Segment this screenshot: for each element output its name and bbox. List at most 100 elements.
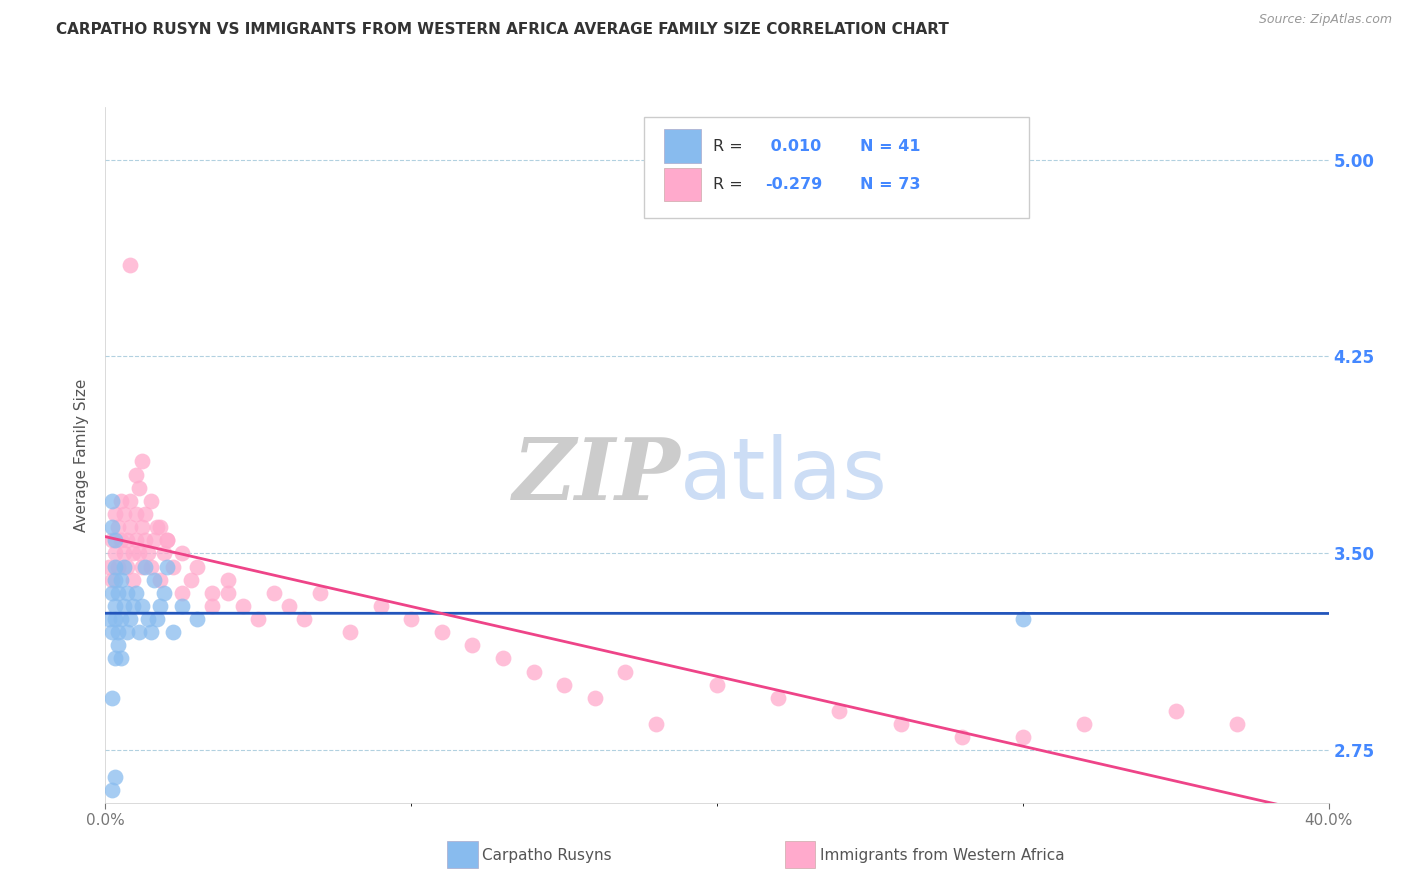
Text: R =: R =	[713, 177, 748, 192]
Point	[149, 599, 172, 613]
Point	[104, 533, 127, 548]
Point	[112, 546, 135, 560]
Point	[401, 612, 423, 626]
Point	[97, 559, 120, 574]
Point	[583, 690, 606, 705]
Point	[107, 559, 129, 574]
Point	[430, 625, 453, 640]
Point	[107, 638, 129, 652]
Point	[149, 520, 172, 534]
Point	[112, 599, 135, 613]
Point	[1164, 704, 1187, 718]
Text: N = 73: N = 73	[860, 177, 921, 192]
Point	[100, 586, 122, 600]
Point	[104, 599, 127, 613]
Y-axis label: Average Family Size: Average Family Size	[75, 378, 90, 532]
Point	[100, 573, 122, 587]
Point	[152, 546, 174, 560]
FancyBboxPatch shape	[665, 168, 702, 201]
Point	[110, 533, 132, 548]
Point	[107, 625, 129, 640]
Text: Source: ZipAtlas.com: Source: ZipAtlas.com	[1258, 13, 1392, 27]
Point	[134, 507, 156, 521]
Point	[104, 651, 127, 665]
Point	[136, 612, 159, 626]
Point	[170, 546, 193, 560]
Point	[131, 599, 153, 613]
Point	[100, 782, 122, 797]
Point	[118, 258, 141, 272]
Point	[104, 559, 127, 574]
Point	[128, 625, 150, 640]
Point	[122, 573, 145, 587]
Point	[170, 599, 193, 613]
Text: -0.279: -0.279	[765, 177, 823, 192]
Point	[125, 586, 148, 600]
Point	[134, 533, 156, 548]
Point	[1226, 717, 1249, 731]
Point	[950, 730, 973, 744]
Point	[768, 690, 790, 705]
Text: CARPATHO RUSYN VS IMMIGRANTS FROM WESTERN AFRICA AVERAGE FAMILY SIZE CORRELATION: CARPATHO RUSYN VS IMMIGRANTS FROM WESTER…	[56, 22, 949, 37]
Point	[263, 586, 285, 600]
Point	[1011, 612, 1033, 626]
Point	[180, 573, 202, 587]
Point	[104, 573, 127, 587]
Text: atlas: atlas	[681, 434, 889, 517]
Point	[232, 599, 254, 613]
Point	[614, 665, 637, 679]
Point	[104, 770, 127, 784]
Point	[155, 559, 177, 574]
Text: ZIP: ZIP	[513, 434, 681, 517]
Point	[118, 520, 141, 534]
Text: Carpatho Rusyns: Carpatho Rusyns	[482, 848, 612, 863]
Point	[155, 533, 177, 548]
Point	[104, 546, 127, 560]
Point	[110, 651, 132, 665]
Point	[339, 625, 361, 640]
Point	[278, 599, 301, 613]
Point	[162, 559, 184, 574]
Point	[146, 520, 169, 534]
Point	[100, 625, 122, 640]
Point	[292, 612, 315, 626]
Text: R =: R =	[713, 138, 748, 153]
Point	[217, 573, 239, 587]
Point	[125, 533, 148, 548]
Point	[104, 612, 127, 626]
Point	[247, 612, 270, 626]
Point	[186, 559, 208, 574]
Point	[118, 612, 141, 626]
Point	[492, 651, 515, 665]
Point	[553, 678, 575, 692]
Point	[131, 559, 153, 574]
Point	[141, 559, 163, 574]
Point	[110, 612, 132, 626]
Point	[706, 678, 728, 692]
Point	[122, 546, 145, 560]
Point	[107, 520, 129, 534]
Point	[115, 533, 138, 548]
Point	[523, 665, 546, 679]
Point	[152, 586, 174, 600]
Point	[201, 599, 224, 613]
Point	[128, 481, 150, 495]
Point	[131, 454, 153, 468]
Point	[100, 533, 122, 548]
Point	[141, 494, 163, 508]
Point	[186, 612, 208, 626]
Point	[122, 599, 145, 613]
Point	[110, 494, 132, 508]
Point	[1073, 717, 1095, 731]
Point	[155, 533, 177, 548]
Point	[141, 625, 163, 640]
Point	[644, 717, 666, 731]
Point	[125, 507, 148, 521]
Point	[107, 586, 129, 600]
Point	[889, 717, 911, 731]
Point	[104, 507, 127, 521]
Point	[131, 520, 153, 534]
Point	[125, 467, 148, 482]
Point	[170, 586, 193, 600]
Text: Immigrants from Western Africa: Immigrants from Western Africa	[820, 848, 1064, 863]
